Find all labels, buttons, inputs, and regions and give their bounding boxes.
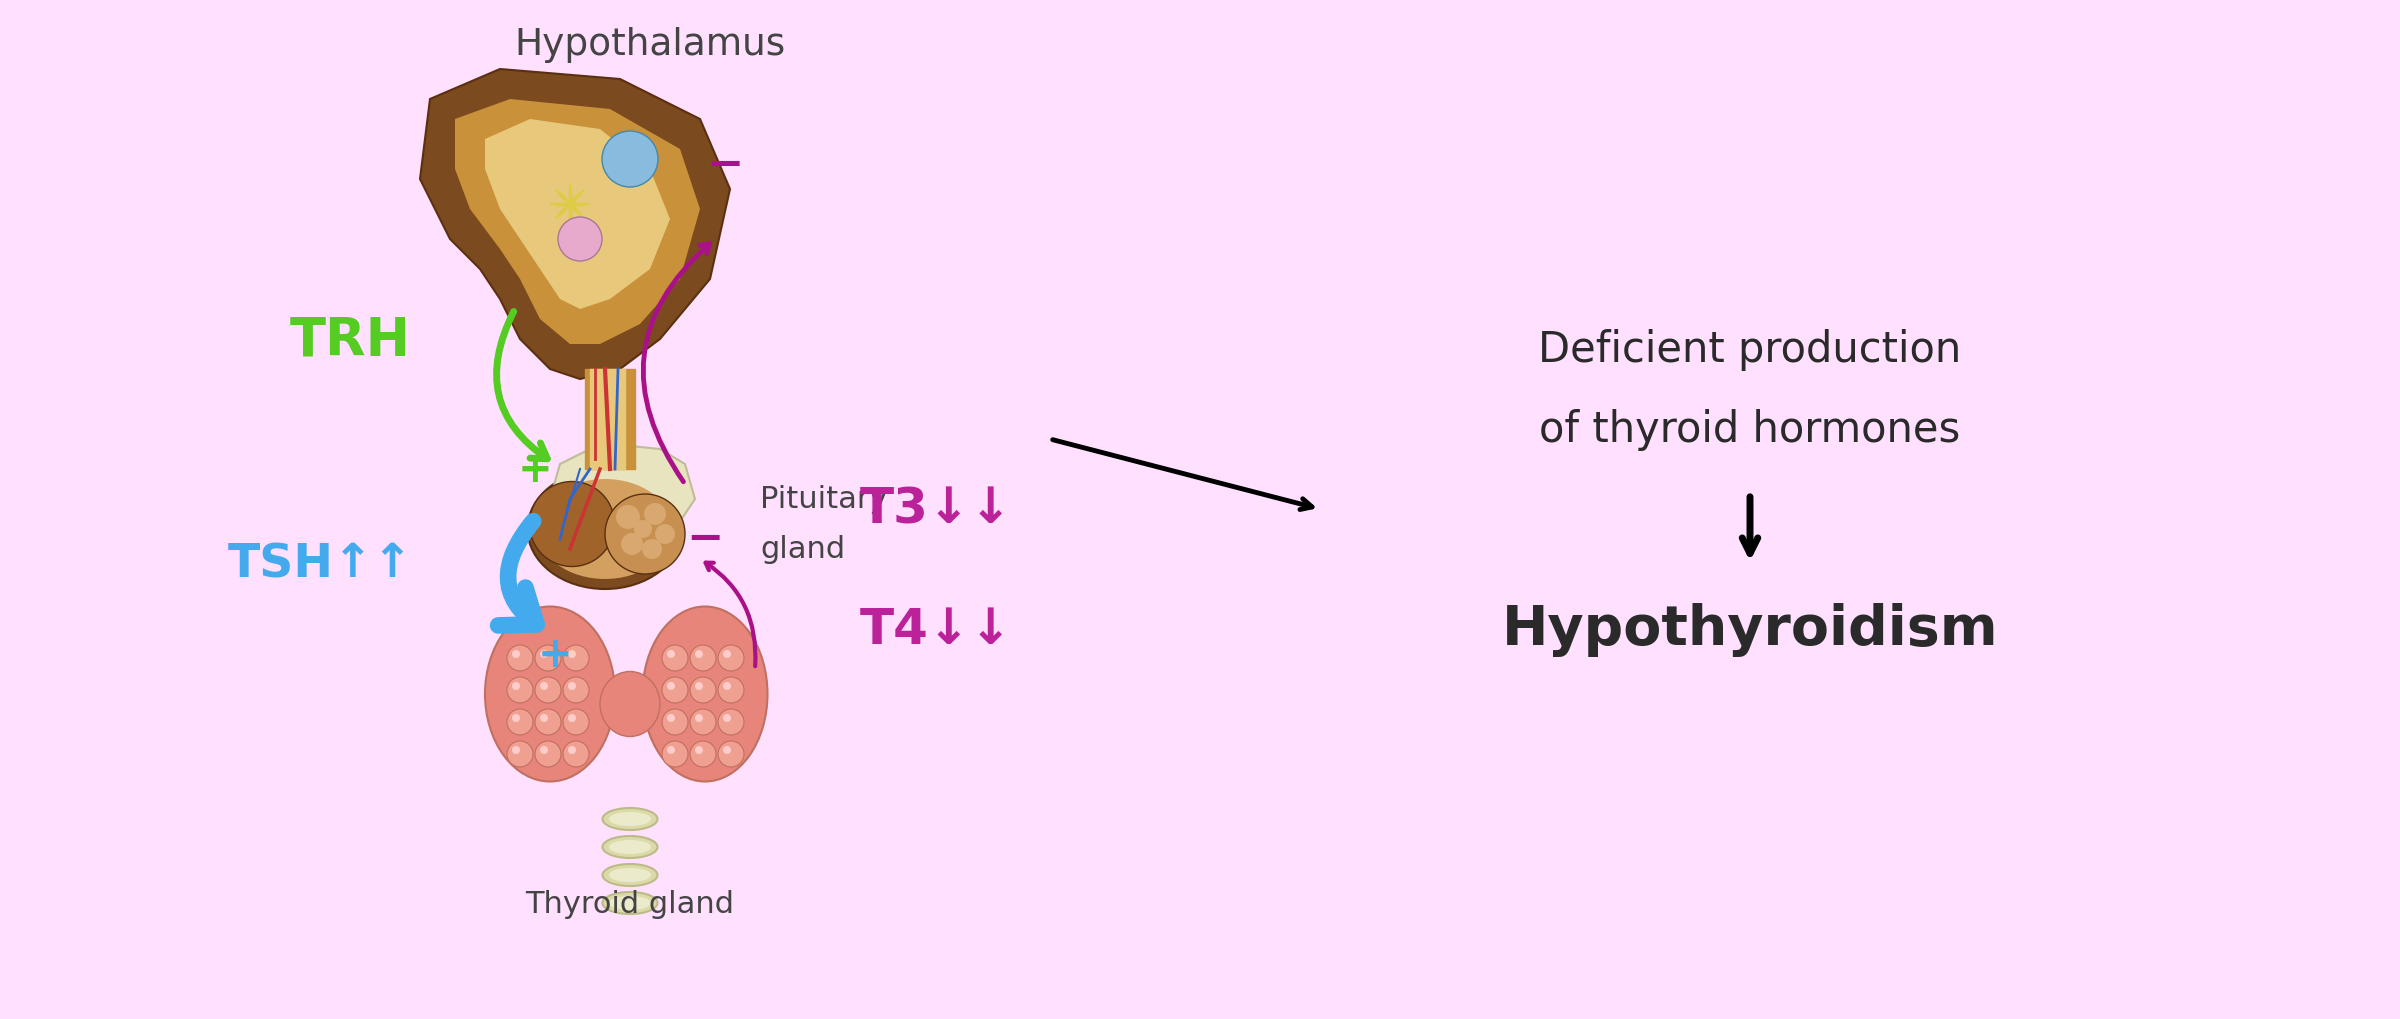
Circle shape [718,741,744,767]
Text: +: + [538,634,571,676]
Circle shape [569,683,576,690]
Text: gland: gland [761,535,845,564]
Circle shape [506,741,533,767]
Circle shape [667,714,674,722]
Circle shape [643,503,667,526]
Ellipse shape [602,892,658,914]
Circle shape [535,678,562,703]
Text: Thyroid gland: Thyroid gland [526,890,734,918]
Text: of thyroid hormones: of thyroid hormones [1538,409,1961,450]
Circle shape [569,714,576,722]
Circle shape [506,645,533,672]
Ellipse shape [643,607,768,782]
Circle shape [535,741,562,767]
Circle shape [662,645,689,672]
Ellipse shape [610,841,650,854]
Ellipse shape [602,808,658,830]
Circle shape [696,746,703,754]
Circle shape [696,650,703,658]
Text: −: − [686,516,725,559]
Polygon shape [485,120,670,310]
Ellipse shape [485,607,614,782]
Ellipse shape [602,837,658,858]
Circle shape [643,539,662,559]
Text: Hypothyroidism: Hypothyroidism [1502,602,1999,656]
Circle shape [564,678,588,703]
Circle shape [602,131,658,187]
Circle shape [667,683,674,690]
Text: T3↓↓: T3↓↓ [859,485,1013,534]
Ellipse shape [600,672,660,737]
Circle shape [617,505,641,530]
FancyArrowPatch shape [499,522,538,626]
FancyArrowPatch shape [497,312,547,460]
Circle shape [511,714,521,722]
Polygon shape [550,444,696,544]
FancyArrowPatch shape [643,245,710,482]
Ellipse shape [610,868,650,882]
Circle shape [511,650,521,658]
Text: T4↓↓: T4↓↓ [859,605,1013,653]
Text: Pituitary: Pituitary [761,485,888,514]
Circle shape [662,709,689,736]
Circle shape [622,534,643,555]
Ellipse shape [610,896,650,910]
Circle shape [718,645,744,672]
Ellipse shape [610,812,650,826]
Circle shape [718,709,744,736]
Text: −: − [706,144,744,186]
Circle shape [696,714,703,722]
Circle shape [662,741,689,767]
Circle shape [540,650,547,658]
Circle shape [564,645,588,672]
Circle shape [569,746,576,754]
Text: TSH↑↑: TSH↑↑ [228,542,413,587]
Circle shape [691,645,715,672]
Circle shape [722,683,732,690]
Circle shape [569,650,576,658]
Ellipse shape [605,494,684,575]
Circle shape [691,709,715,736]
Circle shape [557,218,602,262]
Circle shape [634,521,653,538]
Circle shape [540,746,547,754]
Circle shape [535,709,562,736]
Circle shape [506,678,533,703]
Circle shape [511,746,521,754]
Circle shape [540,714,547,722]
Circle shape [540,683,547,690]
Text: +: + [518,448,552,490]
Circle shape [506,709,533,736]
Circle shape [691,678,715,703]
Text: Hypothalamus: Hypothalamus [514,26,785,63]
Circle shape [691,741,715,767]
Circle shape [667,650,674,658]
Text: TRH: TRH [290,314,410,366]
Circle shape [722,746,732,754]
Circle shape [655,525,674,544]
Ellipse shape [528,470,682,589]
Ellipse shape [602,864,658,887]
Polygon shape [420,70,730,380]
Circle shape [511,683,521,690]
Circle shape [722,650,732,658]
Ellipse shape [530,482,614,567]
Text: Deficient production: Deficient production [1538,329,1961,371]
Circle shape [722,714,732,722]
Circle shape [564,741,588,767]
Circle shape [564,709,588,736]
Circle shape [696,683,703,690]
FancyArrowPatch shape [706,564,756,666]
Ellipse shape [538,480,672,580]
Polygon shape [456,100,701,344]
Circle shape [667,746,674,754]
Circle shape [535,645,562,672]
Circle shape [662,678,689,703]
Circle shape [718,678,744,703]
